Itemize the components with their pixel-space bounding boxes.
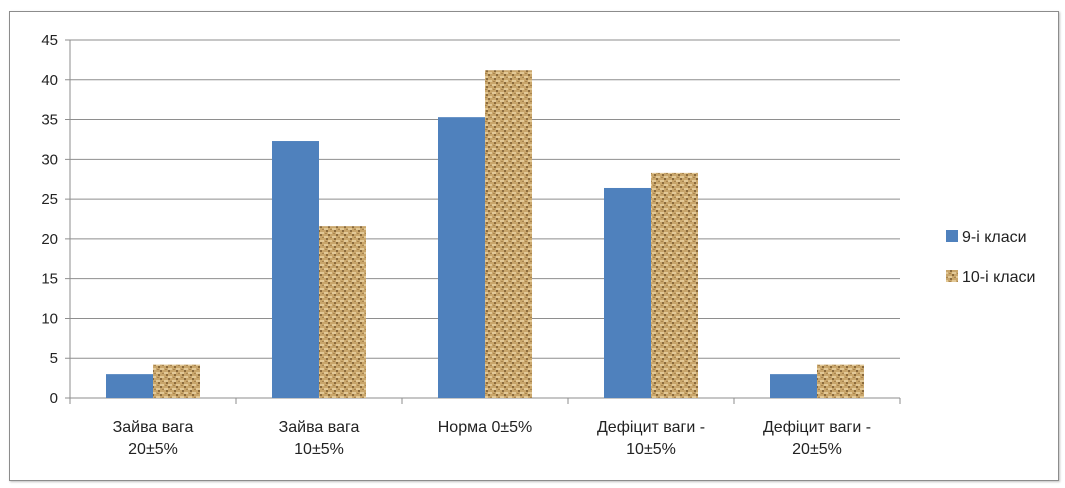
x-category-label-3-line-0: Дефіцит ваги - [597, 419, 705, 436]
bar-10-class-1 [319, 226, 366, 398]
legend-swatch-1 [946, 270, 958, 282]
legend-swatch-0 [946, 230, 958, 242]
bar-10-class-3 [651, 172, 698, 398]
y-tick-label-5: 5 [50, 350, 58, 367]
bar-10-class-2 [485, 70, 532, 398]
y-tick-label-40: 40 [41, 72, 58, 89]
bar-9-class-2 [438, 117, 485, 399]
y-tick-label-10: 10 [41, 310, 58, 327]
y-tick-label-0: 0 [50, 390, 58, 407]
y-tick-label-25: 25 [41, 191, 58, 208]
chart-frame [9, 11, 1059, 481]
bar-9-class-1 [272, 141, 319, 398]
bar-10-class-4 [817, 364, 864, 398]
x-category-label-0-line-1: 20±5% [128, 441, 178, 458]
x-category-label-2-line-0: Норма 0±5% [438, 419, 533, 436]
x-category-label-3-line-1: 10±5% [626, 441, 676, 458]
bar-9-class-0 [106, 374, 153, 398]
legend-label-0: 9-і класи [962, 229, 1027, 246]
bar-9-class-3 [604, 187, 651, 398]
y-tick-label-30: 30 [41, 151, 58, 168]
bar-9-class-4 [770, 374, 817, 398]
y-tick-label-35: 35 [41, 112, 58, 129]
x-category-label-0-line-0: Зайва вага [113, 419, 194, 436]
bar-10-class-0 [153, 364, 200, 398]
legend-label-1: 10-і класи [962, 269, 1035, 286]
y-tick-label-20: 20 [41, 231, 58, 248]
x-category-label-4-line-1: 20±5% [792, 441, 842, 458]
y-tick-label-15: 15 [41, 271, 58, 288]
y-tick-label-45: 45 [41, 32, 58, 49]
x-category-label-4-line-0: Дефіцит ваги - [763, 419, 871, 436]
x-category-label-1-line-0: Зайва вага [279, 419, 360, 436]
x-category-label-1-line-1: 10±5% [294, 441, 344, 458]
